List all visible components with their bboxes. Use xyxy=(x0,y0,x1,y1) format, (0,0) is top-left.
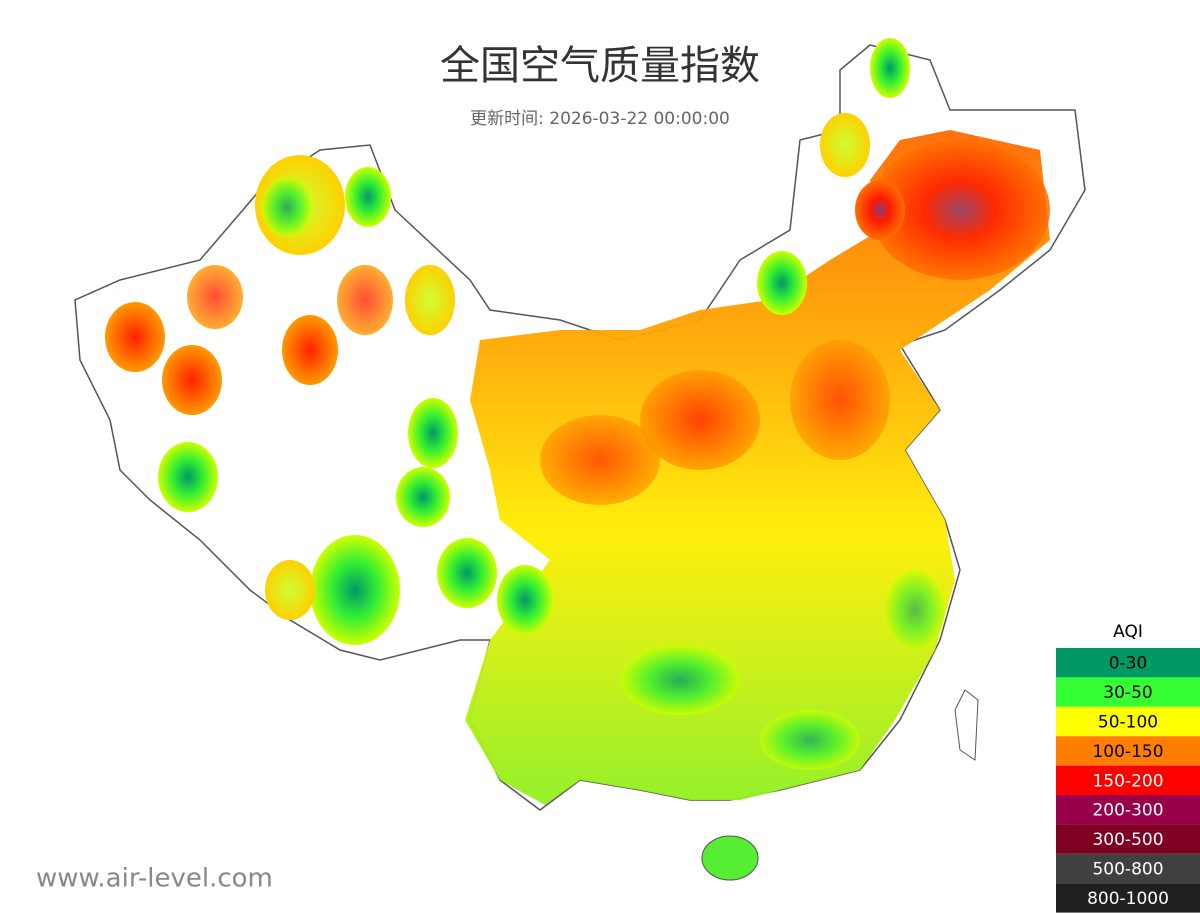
legend-swatch xyxy=(1056,706,1200,737)
heat-blob xyxy=(405,265,455,335)
legend-swatch xyxy=(1056,765,1200,795)
hainan xyxy=(701,835,759,881)
legend-title: AQI xyxy=(1113,622,1143,642)
heat-blob xyxy=(790,340,890,460)
heat-blob xyxy=(855,180,905,240)
legend-label: 30-50 xyxy=(1103,683,1152,703)
legend-label: 150-200 xyxy=(1092,771,1163,791)
legend-swatch xyxy=(1056,853,1200,884)
heat-blob xyxy=(158,442,218,512)
watermark: www.air-level.com xyxy=(36,864,273,894)
legend-label: 100-150 xyxy=(1092,742,1163,762)
taiwan xyxy=(954,689,979,761)
heat-blob xyxy=(262,177,312,237)
heat-blob xyxy=(162,345,222,415)
heat-blob xyxy=(870,140,1050,280)
heat-blob xyxy=(885,570,945,650)
legend-swatch xyxy=(1056,883,1200,913)
heat-blob xyxy=(870,38,910,98)
legend-swatch xyxy=(1056,677,1200,707)
legend-label: 0-30 xyxy=(1109,654,1148,674)
heat-blob xyxy=(337,265,393,335)
heat-blob xyxy=(640,370,760,470)
legend-label: 200-300 xyxy=(1092,801,1163,821)
heat-blob xyxy=(540,415,660,505)
heat-blob xyxy=(760,710,860,770)
legend-label: 500-800 xyxy=(1092,860,1163,880)
legend-label: 50-100 xyxy=(1098,713,1158,733)
heat-blob xyxy=(187,265,243,329)
subtitle: 更新时间: 2026-03-22 00:00:00 xyxy=(470,109,730,129)
heat-blob xyxy=(310,535,400,645)
heat-blob xyxy=(408,398,458,468)
legend-label: 800-1000 xyxy=(1087,889,1169,909)
legend-swatch xyxy=(1056,795,1200,825)
heat-blob xyxy=(265,560,315,620)
heat-blob xyxy=(105,302,165,372)
heat-blob xyxy=(396,467,450,527)
heat-blob xyxy=(345,167,391,227)
legend-label: 300-500 xyxy=(1092,830,1163,850)
heat-blob xyxy=(437,538,497,608)
heat-blob xyxy=(620,645,740,715)
heat-blob xyxy=(820,113,870,177)
heat-blob xyxy=(757,251,807,315)
legend-swatch xyxy=(1056,648,1200,678)
heat-blob xyxy=(497,565,553,635)
title: 全国空气质量指数 xyxy=(440,43,760,89)
legend-swatch xyxy=(1056,736,1200,766)
legend: AQI 0-30 30-50 50-100 100-150 150-200 200-300… xyxy=(1056,622,1200,913)
heat-blob xyxy=(282,315,338,385)
legend-swatch xyxy=(1056,824,1200,854)
